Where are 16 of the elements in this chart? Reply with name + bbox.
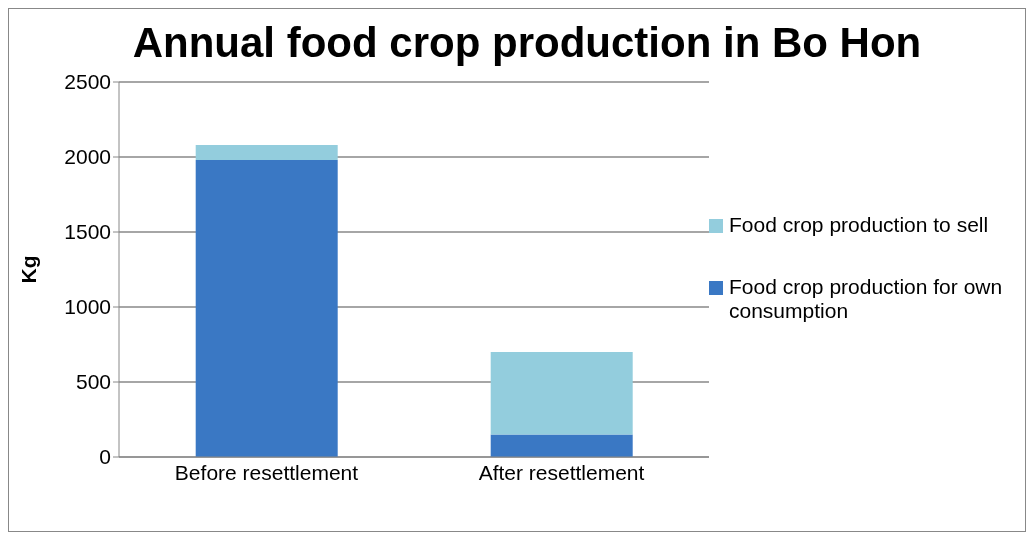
bar [195, 145, 338, 160]
y-tick-label: 0 [99, 445, 111, 469]
legend-label: Food crop production to sell [729, 213, 989, 237]
x-tick-label: Before resettlement [174, 460, 359, 484]
y-tick-label: 1000 [64, 295, 111, 319]
y-tick-label: 2000 [64, 145, 111, 169]
y-tick-label: 2500 [64, 70, 111, 94]
y-axis-title: Kg [17, 255, 41, 284]
legend-label: Food crop production for own consumption [729, 275, 1004, 323]
bar [195, 160, 338, 457]
y-tick-label: 1500 [64, 220, 111, 244]
bar [490, 434, 633, 457]
bar [490, 352, 633, 435]
x-tick-label: After resettlement [478, 460, 645, 484]
y-tick-label: 500 [75, 370, 111, 394]
chart-title: Annual food crop production in Bo Hon [131, 19, 923, 67]
